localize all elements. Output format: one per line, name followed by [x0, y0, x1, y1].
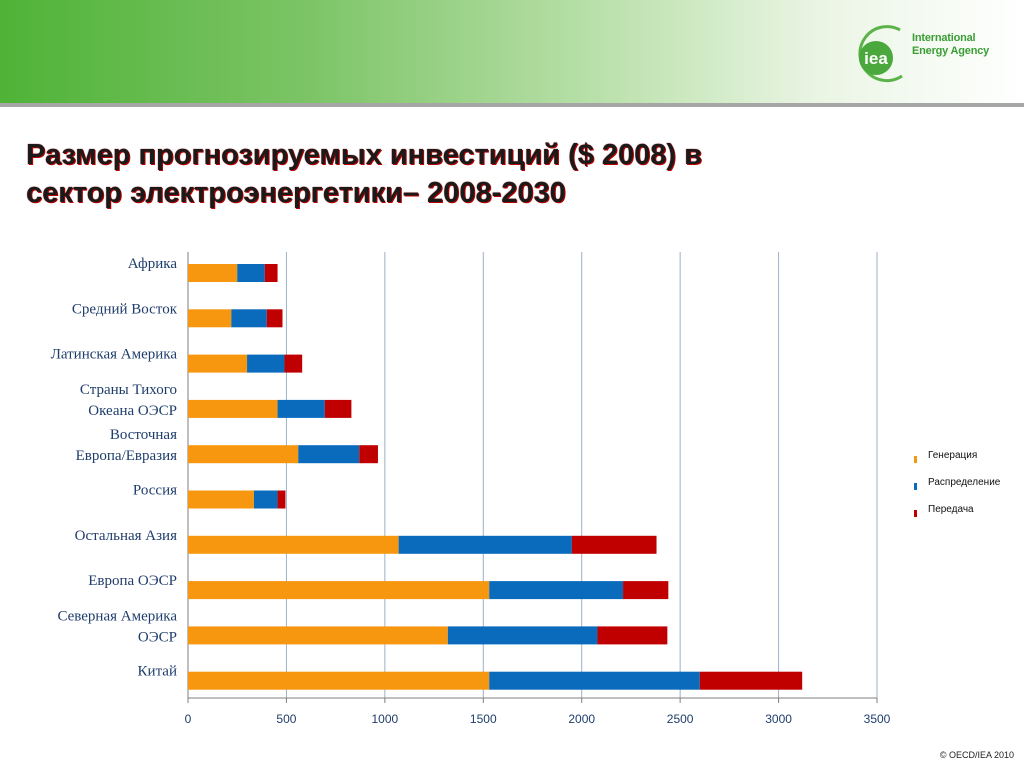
x-tick-label: 3000 [765, 712, 792, 726]
bar-distribution [247, 354, 285, 373]
category-label: Остальная Азия [75, 528, 177, 544]
copyright-footer: © OECD/IEA 2010 [939, 750, 1014, 760]
bar-transmission [277, 490, 286, 509]
bar-generation [188, 445, 299, 464]
category-label: Африка [128, 256, 178, 272]
category-label: Океана ОЭСР [88, 403, 177, 419]
category-label: Латинская Америка [51, 347, 178, 363]
x-tick-label: 2000 [568, 712, 595, 726]
bar-transmission [359, 445, 378, 464]
x-tick-label: 3500 [864, 712, 891, 726]
bar-distribution [298, 445, 360, 464]
bar-generation [188, 490, 254, 509]
legend-label: Генерация [928, 450, 978, 461]
header-divider [0, 103, 1024, 107]
x-tick-label: 1000 [372, 712, 399, 726]
header-banner [0, 0, 1024, 103]
category-label: Россия [133, 483, 177, 499]
bar-generation [188, 354, 248, 373]
logo-text-line2: Energy Agency [912, 45, 990, 57]
category-label: Восточная [110, 427, 177, 443]
bar-transmission [571, 535, 657, 554]
bar-generation [188, 535, 399, 554]
category-label: Китай [138, 664, 177, 680]
x-tick-label: 1500 [470, 712, 497, 726]
category-label: Средний Восток [72, 301, 178, 317]
x-tick-label: 0 [185, 712, 192, 726]
bar-transmission [324, 399, 352, 418]
bar-distribution [277, 399, 325, 418]
bar-generation [188, 309, 232, 328]
page-title: Размер прогнозируемых инвестиций ($ 2008… [26, 136, 986, 212]
category-label: Европа ОЭСР [88, 573, 177, 589]
bar-generation [188, 581, 490, 600]
bar-distribution [489, 671, 700, 690]
bar-distribution [231, 309, 267, 328]
bar-generation [188, 626, 448, 645]
stacked-bar-chart: 0 500 1000 1500 2000 2500 3000 3500 Африка Средни… [51, 252, 891, 726]
category-label: Северная Америка [57, 608, 177, 624]
legend-label: Распределение [928, 477, 1001, 488]
bar-transmission [284, 354, 303, 373]
x-tick-label: 500 [276, 712, 296, 726]
legend-swatch [914, 510, 917, 517]
legend-swatch [914, 456, 917, 463]
bar-transmission [699, 671, 803, 690]
category-label: Европа/Евразия [76, 448, 177, 464]
title-line1: Размер прогнозируемых инвестиций ($ 2008… [26, 139, 702, 171]
legend-label: Передача [928, 504, 974, 515]
iea-logo: iea [858, 25, 903, 83]
category-label: Страны Тихого [80, 382, 177, 398]
title-line2: сектор электроэнергетики– 2008-2030 [26, 177, 566, 209]
logo-wordmark: International Energy Agency [912, 32, 989, 58]
bar-distribution [398, 535, 572, 554]
logo-mark: iea [864, 49, 888, 68]
bar-generation [188, 399, 278, 418]
bar-transmission [597, 626, 668, 645]
bar-transmission [623, 581, 669, 600]
logo-text-line1: International [912, 32, 976, 44]
bar-distribution [447, 626, 598, 645]
x-tick-label: 2500 [667, 712, 694, 726]
bar-distribution [237, 264, 265, 282]
bar-generation [188, 264, 238, 282]
bar-transmission [264, 264, 278, 282]
category-label: ОЭСР [138, 629, 177, 645]
legend-swatch [914, 483, 917, 490]
bar-distribution [489, 581, 624, 600]
bar-generation [188, 671, 490, 690]
bar-transmission [266, 309, 283, 328]
bar-distribution [253, 490, 278, 509]
